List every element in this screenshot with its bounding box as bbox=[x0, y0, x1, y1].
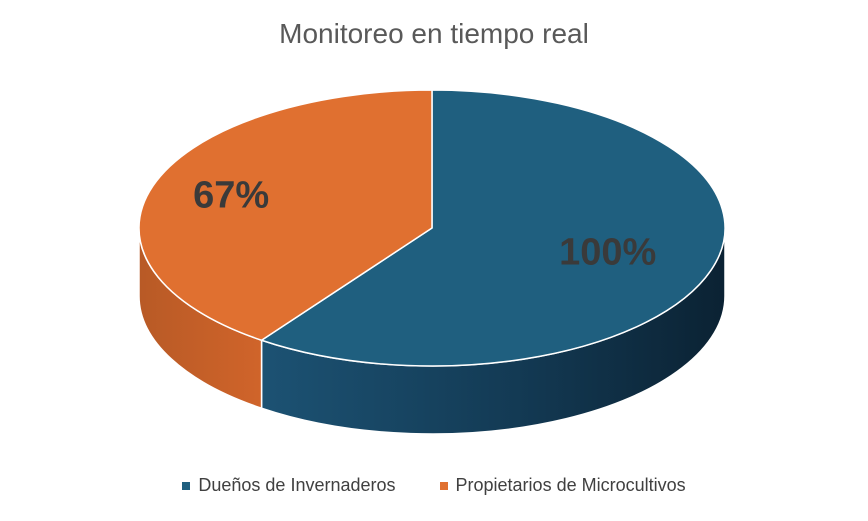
pie-slice-duenos bbox=[260, 89, 726, 367]
legend-swatch-duenos bbox=[182, 481, 191, 490]
data-label-duenos: 100% bbox=[559, 232, 656, 274]
legend-item-duenos: Dueños de Invernaderos bbox=[182, 475, 396, 496]
legend-label-propietarios: Propietarios de Microcultivos bbox=[455, 475, 686, 495]
legend-label-duenos: Dueños de Invernaderos bbox=[198, 475, 396, 495]
chart-legend: Dueños de Invernaderos Propietarios de M… bbox=[0, 475, 868, 496]
legend-item-propietarios: Propietarios de Microcultivos bbox=[439, 475, 686, 496]
pie-slice-propietarios bbox=[138, 89, 433, 341]
data-label-propietarios: 67% bbox=[193, 175, 269, 217]
chart-title: Monitoreo en tiempo real bbox=[279, 18, 589, 49]
legend-swatch-propietarios bbox=[439, 481, 448, 490]
